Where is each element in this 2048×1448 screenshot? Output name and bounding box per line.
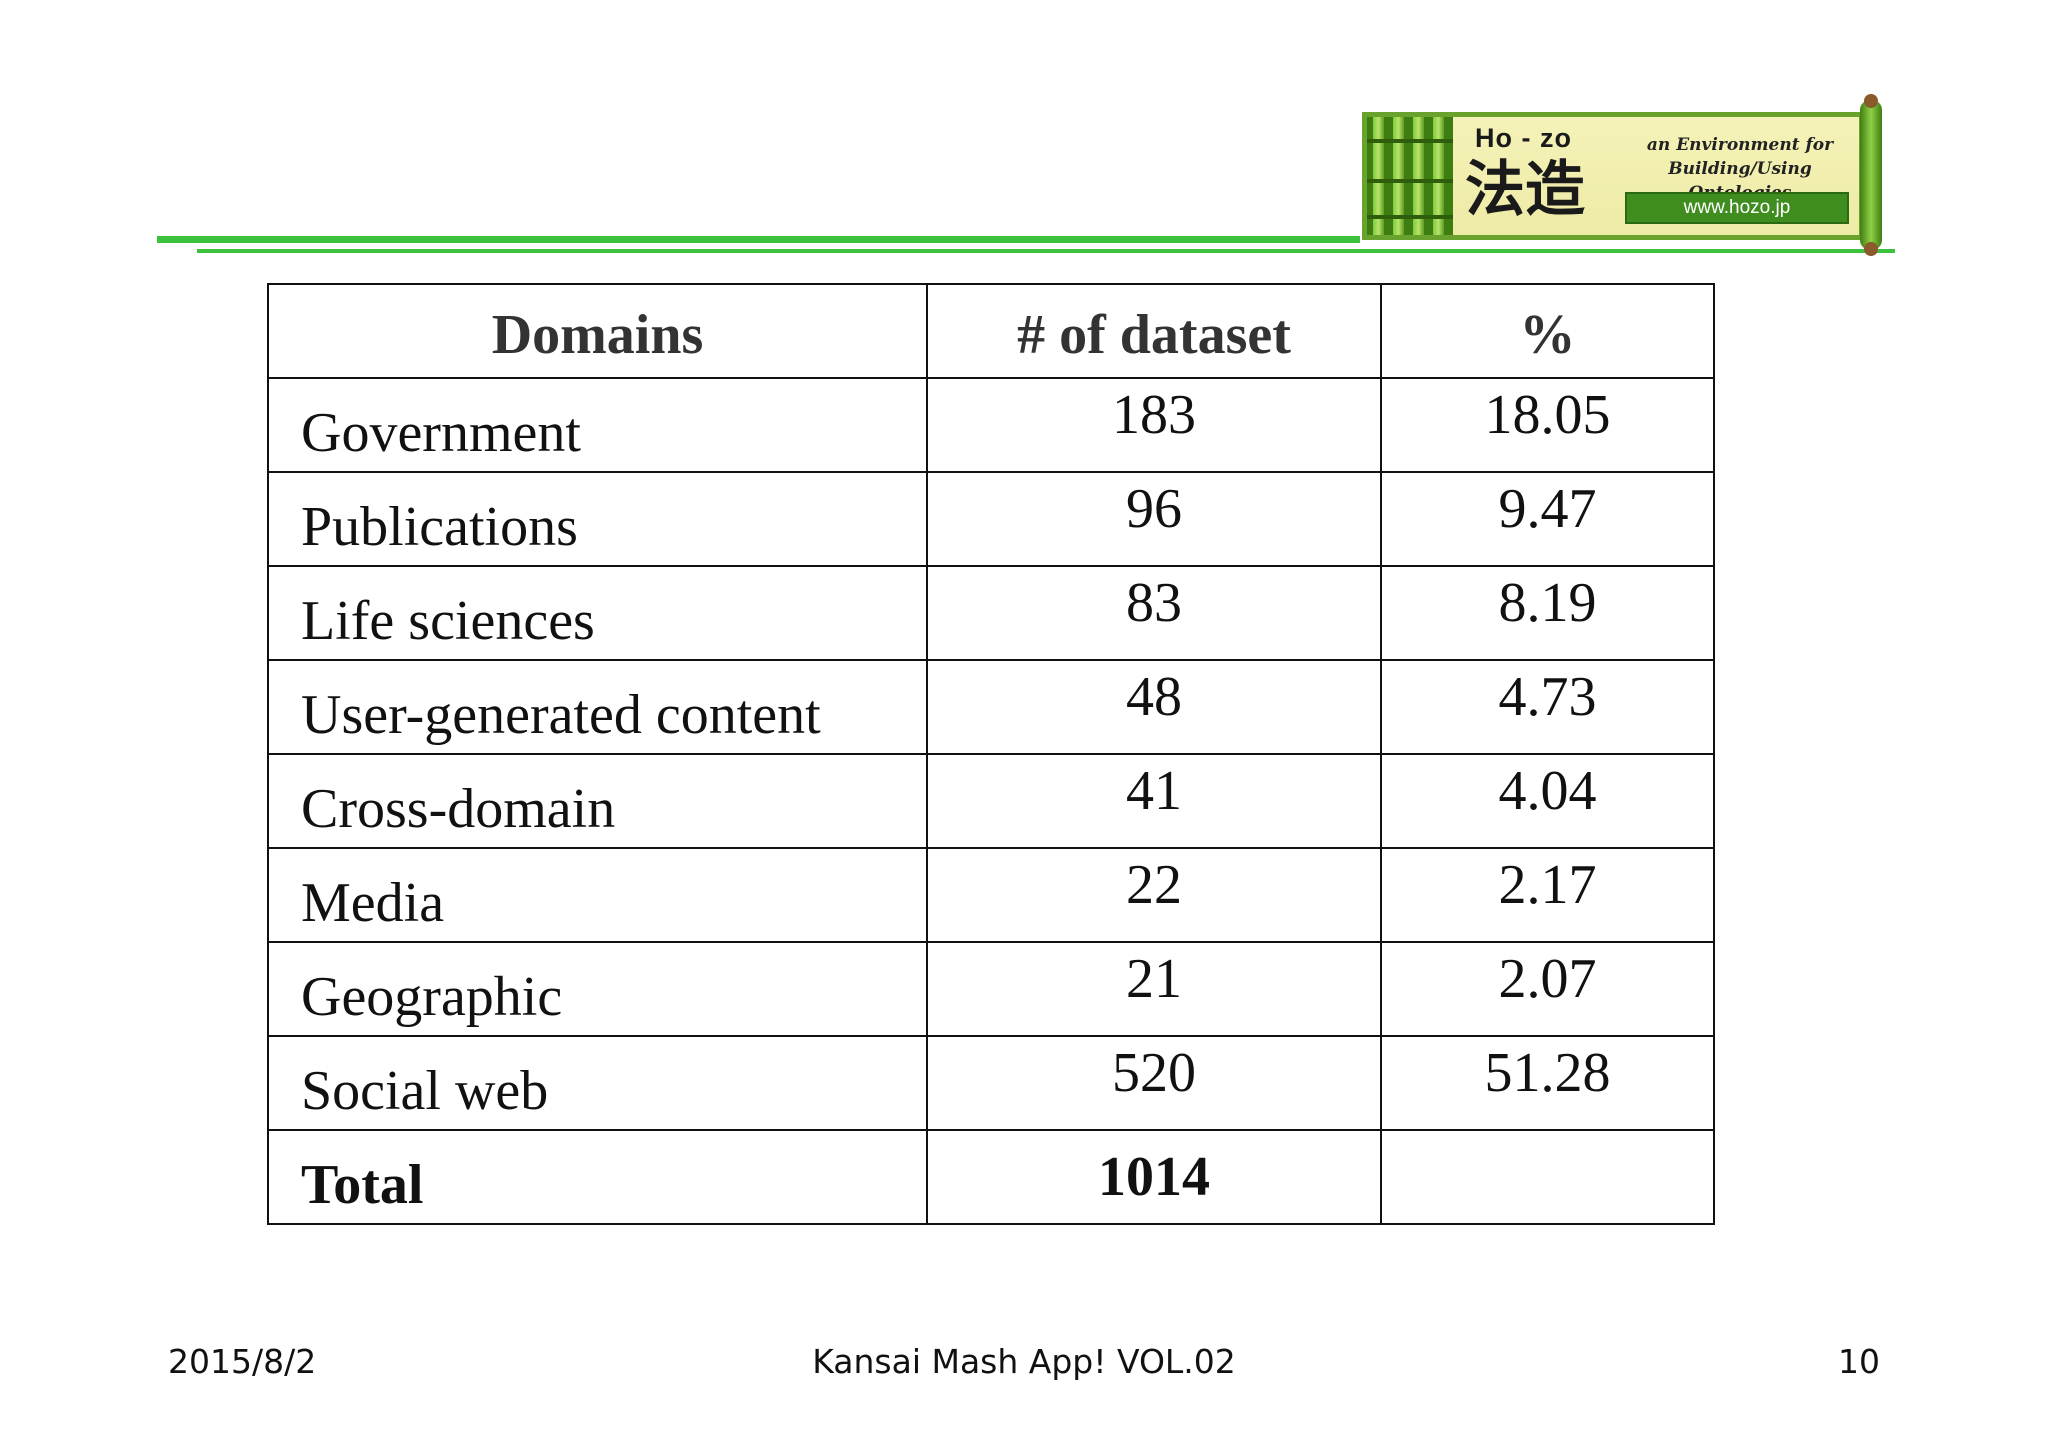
domain-cell: Social web (267, 1035, 928, 1131)
percent-cell: 51.28 (1380, 1035, 1715, 1131)
table-row: Publications 96 9.47 (267, 471, 1715, 567)
count-cell: 22 (926, 847, 1382, 943)
logo-roman-text: Ho - zo (1475, 123, 1572, 153)
table-row: Government 183 18.05 (267, 377, 1715, 473)
percent-cell: 2.07 (1380, 941, 1715, 1037)
percent-cell: 4.04 (1380, 753, 1715, 849)
count-cell: 83 (926, 565, 1382, 661)
domain-cell: Geographic (267, 941, 928, 1037)
table-header-row: Domains # of dataset % (267, 283, 1715, 379)
count-cell: 520 (926, 1035, 1382, 1131)
count-cell: 183 (926, 377, 1382, 473)
domain-cell: Media (267, 847, 928, 943)
bamboo-icon (1367, 117, 1453, 235)
percent-cell: 9.47 (1380, 471, 1715, 567)
percent-cell: 18.05 (1380, 377, 1715, 473)
header-dataset-count: # of dataset (926, 283, 1382, 379)
domain-cell: Publications (267, 471, 928, 567)
scroll-knob-bottom-icon (1864, 242, 1878, 256)
logo-url: www.hozo.jp (1625, 192, 1849, 224)
domain-cell: Life sciences (267, 565, 928, 661)
domain-cell: Cross-domain (267, 753, 928, 849)
count-cell: 48 (926, 659, 1382, 755)
count-cell: 21 (926, 941, 1382, 1037)
hozo-logo: Ho - zo 法造 an Environment for Building/U… (1362, 112, 1864, 240)
table-row: Life sciences 83 8.19 (267, 565, 1715, 661)
dataset-domain-table: Domains # of dataset % Government 183 18… (267, 283, 1715, 1225)
percent-cell: 4.73 (1380, 659, 1715, 755)
footer-page-number: 10 (1838, 1342, 1880, 1381)
total-count-cell: 1014 (926, 1129, 1382, 1225)
percent-cell: 2.17 (1380, 847, 1715, 943)
table-row: Geographic 21 2.07 (267, 941, 1715, 1037)
count-cell: 96 (926, 471, 1382, 567)
scroll-rod-icon (1860, 100, 1882, 250)
header-rule-thin (197, 249, 1895, 253)
table-row: Media 22 2.17 (267, 847, 1715, 943)
logo-kanji-text: 法造 (1465, 155, 1585, 225)
header-percent: % (1380, 283, 1715, 379)
total-percent-cell (1380, 1129, 1715, 1225)
domain-cell: Government (267, 377, 928, 473)
footer-date: 2015/8/2 (168, 1342, 317, 1381)
footer-title: Kansai Mash App! VOL.02 (812, 1342, 1236, 1381)
percent-cell: 8.19 (1380, 565, 1715, 661)
count-cell: 41 (926, 753, 1382, 849)
table-row: User-generated content 48 4.73 (267, 659, 1715, 755)
scroll-knob-top-icon (1864, 94, 1878, 108)
table-row: Cross-domain 41 4.04 (267, 753, 1715, 849)
table-row: Social web 520 51.28 (267, 1035, 1715, 1131)
total-label-cell: Total (267, 1129, 928, 1225)
header-domains: Domains (267, 283, 928, 379)
domain-cell: User-generated content (267, 659, 928, 755)
table-total-row: Total 1014 (267, 1129, 1715, 1225)
header-rule-thick (157, 236, 1360, 243)
